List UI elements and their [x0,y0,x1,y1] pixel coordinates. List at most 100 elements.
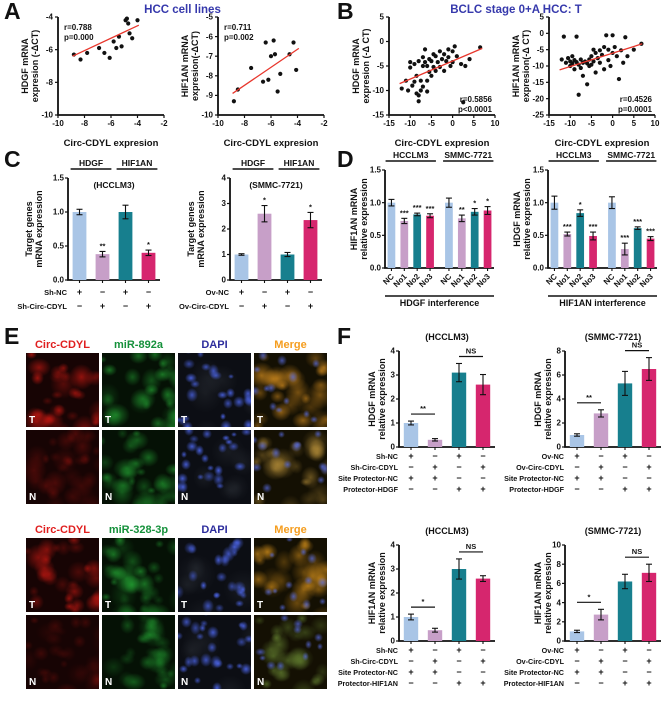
svg-text:10: 10 [552,541,561,550]
significance-marker: * [147,240,150,249]
svg-text:0: 0 [540,29,545,38]
micro-tile-green: T [102,353,175,427]
x-tick-label: No3 [417,272,434,289]
condition-value: − [456,667,461,677]
bar [403,617,419,641]
x-axis-label: Circ-CDYL expresion [555,138,650,149]
y-axis-label: HIF1AN mRNAexpresion(-ΔCT) [180,31,200,101]
condition-value: + [646,656,651,666]
condition-label: Site Protector-NC [504,474,564,483]
svg-text:p=0.002: p=0.002 [224,33,254,42]
condition-label: Sh-Circ-CDYL [350,657,398,666]
condition-value: − [408,462,413,472]
bar [118,212,133,280]
y-axis-label: HDGF mRNArelative expression [367,358,387,440]
channel-header: DAPI [201,524,228,536]
bar [617,383,633,447]
x-tick-label: No3 [638,272,655,289]
bar [563,234,572,268]
svg-text:1.0: 1.0 [370,198,382,207]
condition-label: Ov-NC [542,452,564,461]
svg-text:r=0.4526: r=0.4526 [620,95,653,104]
condition-value: − [432,645,437,655]
group-label: HIF1AN [122,158,153,168]
x-axis-label: Circ-CDYL expresion [64,138,159,149]
bar [403,423,419,447]
condition-value: + [408,473,413,483]
micro-tile-red: N [26,615,99,689]
condition-value: − [574,678,579,688]
condition-value: − [432,451,437,461]
svg-text:-10: -10 [372,86,384,95]
condition-value: + [622,645,627,655]
condition-value: + [432,656,437,666]
condition-value: − [646,473,651,483]
svg-text:-5: -5 [428,119,436,128]
bar [451,372,467,447]
regression-line [559,43,643,71]
svg-text:2: 2 [391,589,396,598]
svg-text:-10: -10 [532,62,544,71]
condition-value: − [480,473,485,483]
bar [617,581,633,641]
condition-label: Protector-HDGF [509,485,564,494]
bar [95,254,110,280]
channel-header: DAPI [201,339,228,351]
panel-a-title: HCC cell lines [144,4,221,16]
svg-text:-15: -15 [532,78,544,87]
bar [303,220,318,280]
group-label: HDGF [241,158,265,168]
svg-text:1: 1 [222,250,227,259]
svg-text:-6: -6 [267,119,275,128]
svg-text:1: 1 [391,419,396,428]
group-label: HCCLM3 [393,150,429,160]
scatter-points [559,33,644,97]
regression-line [232,47,300,94]
svg-text:4: 4 [391,541,396,550]
svg-text:-8: -8 [206,72,214,81]
svg-text:-2: -2 [320,119,328,128]
significance-marker: *** [413,203,422,212]
svg-text:0: 0 [380,37,385,46]
condition-value: + [456,645,461,655]
bar [426,215,434,268]
significance-marker: * [473,199,476,208]
condition-value: − [598,678,603,688]
micro-tile-red: T [26,353,99,427]
panel-c-charts: 0.0 0.5 1.0 1.5 ** * HDGF HIF1AN (HCCLM3) Sh-NC + −… [16,150,328,324]
tissue-label: N [105,492,113,503]
scatter-points [71,16,140,62]
target-genes-hcclm3-chart: 0.00.51.01.5** *HDGF HIF1AN(HCCLM3)Sh-NC + −… [17,158,160,311]
chart-title: (SMMC-7721) [585,526,642,536]
svg-text:-6: -6 [46,45,54,54]
condition-value: − [480,667,485,677]
chart-title: (SMMC-7721) [585,332,642,342]
svg-text:-10: -10 [41,111,53,120]
channel-header: Merge [274,339,307,351]
condition-value: − [456,656,461,666]
condition-value: − [262,287,267,297]
tissue-label: T [105,600,112,611]
svg-text:0: 0 [222,276,227,285]
micro-tile-green: N [102,615,175,689]
svg-text:-2: -2 [160,119,168,128]
condition-label: Sh-NC [376,646,398,655]
significance-marker: *** [426,204,435,213]
x-tick-label: No3 [580,272,597,289]
svg-text:0: 0 [557,443,562,452]
tissue-label: T [105,415,112,426]
micro-tile-red: T [26,538,99,612]
svg-text:p=0.000: p=0.000 [64,33,94,42]
bar [620,249,629,268]
condition-value: − [622,667,627,677]
svg-text:4: 4 [222,174,227,183]
condition-value: − [408,484,413,494]
bar [608,202,616,268]
tissue-label: N [257,677,265,688]
condition-value: + [146,301,151,311]
panel-f-letter: F [337,323,352,349]
x-axis-label: Circ-CDYL expresion [395,138,490,149]
